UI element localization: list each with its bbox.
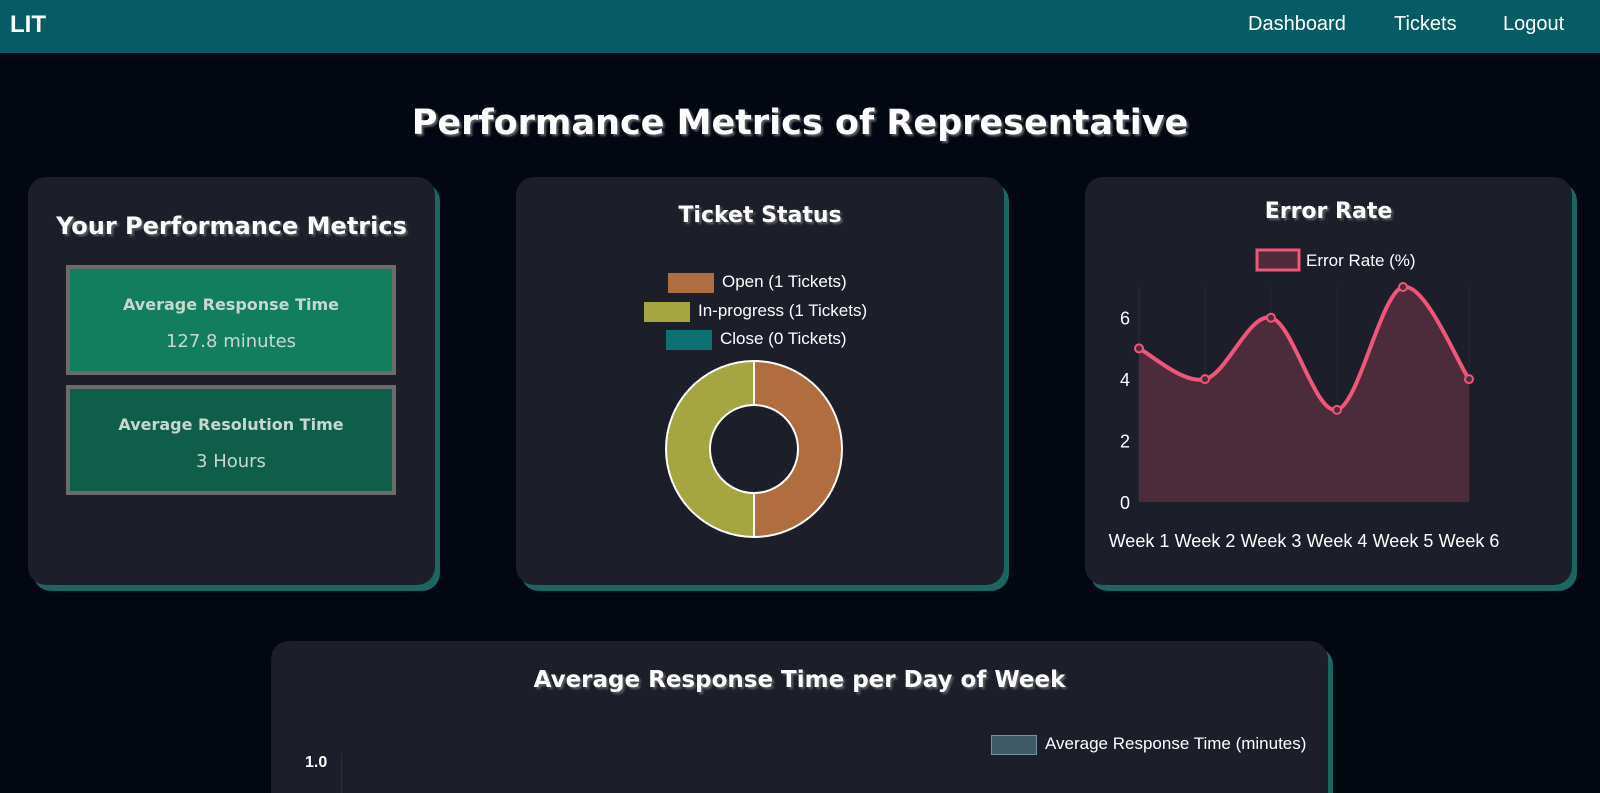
nav-link-dashboard[interactable]: Dashboard xyxy=(1248,13,1346,35)
legend-label-error-rate: Error Rate (%) xyxy=(1306,251,1416,270)
avg-resolution-time-label: Average Resolution Time xyxy=(118,415,344,434)
error-rate-point[interactable] xyxy=(1332,404,1342,415)
x-tick-label: Week 2 xyxy=(1175,531,1236,551)
doughnut-slice-in-progress[interactable] xyxy=(665,359,755,539)
y-tick-label: 1.0 xyxy=(305,754,328,771)
doughnut-slice-open[interactable] xyxy=(753,359,843,539)
nav-link-logout[interactable]: Logout xyxy=(1503,13,1565,35)
legend-swatch-error-rate[interactable] xyxy=(1255,248,1301,272)
error-rate-point[interactable] xyxy=(1398,282,1408,292)
error-rate-point[interactable] xyxy=(1464,374,1474,385)
y-tick-label: 0 xyxy=(1120,493,1130,513)
error-rate-card: Error Rate Error Rate (%) 0 2 4 6 Week 1 Week … xyxy=(1085,177,1572,585)
error-rate-title: Error Rate xyxy=(1264,199,1393,224)
page-title: Performance Metrics of Representative xyxy=(411,103,1189,143)
legend-swatch-avg-response-time xyxy=(991,735,1037,755)
navbar: LIT Dashboard Tickets Logout xyxy=(0,0,1600,53)
x-tick-label: Week 5 xyxy=(1373,531,1434,551)
nav-link-tickets[interactable]: Tickets xyxy=(1394,13,1457,35)
y-axis-line xyxy=(341,753,342,793)
y-tick-label: 4 xyxy=(1120,370,1130,390)
avg-response-time-value: 127.8 minutes xyxy=(165,331,297,352)
legend-label-in-progress: In-progress (1 Tickets) xyxy=(698,301,868,320)
brand-logo[interactable]: LIT xyxy=(10,11,46,38)
ticket-status-title: Ticket Status xyxy=(678,203,842,228)
x-tick-label: Week 3 xyxy=(1241,531,1302,551)
performance-metrics-card: Your Performance Metrics Average Respons… xyxy=(28,177,435,585)
avg-response-time-label: Average Response Time xyxy=(122,295,340,314)
legend-label-avg-response-time: Average Response Time (minutes) xyxy=(1045,734,1307,753)
response-per-day-title: Average Response Time per Day of Week xyxy=(533,667,1066,693)
avg-resolution-time-value: 3 Hours xyxy=(196,451,266,472)
legend-label-open: Open (1 Tickets) xyxy=(722,272,847,291)
avg-resolution-time-box: Average Resolution Time 3 Hours xyxy=(66,385,396,495)
x-tick-label: Week 1 xyxy=(1109,531,1170,551)
x-tick-label: Week 4 xyxy=(1307,531,1368,551)
response-per-day-card: Average Response Time per Day of Week Av… xyxy=(271,641,1328,793)
x-tick-label: Week 6 xyxy=(1439,531,1500,551)
error-rate-point[interactable] xyxy=(1200,374,1210,385)
error-rate-area-fill xyxy=(1139,286,1469,502)
legend-label-close: Close (0 Tickets) xyxy=(720,329,847,348)
y-tick-label: 6 xyxy=(1120,309,1130,329)
performance-metrics-title: Your Performance Metrics xyxy=(56,212,407,240)
y-tick-label: 2 xyxy=(1120,432,1130,452)
legend-swatch-open xyxy=(668,273,714,293)
legend-swatch-close xyxy=(666,330,712,350)
error-rate-point[interactable] xyxy=(1266,312,1276,323)
avg-response-time-box: Average Response Time 127.8 minutes xyxy=(66,265,396,375)
legend-swatch-in-progress xyxy=(644,302,690,322)
error-rate-point[interactable] xyxy=(1134,343,1144,354)
ticket-status-doughnut-chart[interactable] xyxy=(662,357,846,541)
ticket-status-card: Ticket Status Open (1 Tickets) In-progre… xyxy=(516,177,1004,585)
